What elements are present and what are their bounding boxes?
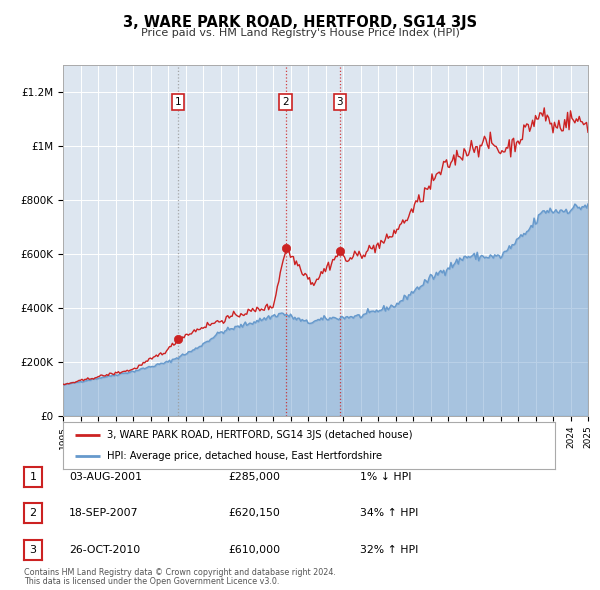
Text: 1: 1 [29,472,37,481]
Text: 18-SEP-2007: 18-SEP-2007 [69,509,139,518]
Text: HPI: Average price, detached house, East Hertfordshire: HPI: Average price, detached house, East… [107,451,382,461]
Text: 34% ↑ HPI: 34% ↑ HPI [360,509,418,518]
Text: This data is licensed under the Open Government Licence v3.0.: This data is licensed under the Open Gov… [24,578,280,586]
Text: 3, WARE PARK ROAD, HERTFORD, SG14 3JS: 3, WARE PARK ROAD, HERTFORD, SG14 3JS [123,15,477,30]
Text: 3, WARE PARK ROAD, HERTFORD, SG14 3JS (detached house): 3, WARE PARK ROAD, HERTFORD, SG14 3JS (d… [107,430,413,440]
Text: Contains HM Land Registry data © Crown copyright and database right 2024.: Contains HM Land Registry data © Crown c… [24,568,336,577]
Text: 2: 2 [282,97,289,107]
Text: 32% ↑ HPI: 32% ↑ HPI [360,545,418,555]
Text: 1% ↓ HPI: 1% ↓ HPI [360,472,412,481]
Text: 3: 3 [29,545,37,555]
Text: 26-OCT-2010: 26-OCT-2010 [69,545,140,555]
Text: £620,150: £620,150 [228,509,280,518]
Text: £610,000: £610,000 [228,545,280,555]
Text: 03-AUG-2001: 03-AUG-2001 [69,472,142,481]
Text: Price paid vs. HM Land Registry's House Price Index (HPI): Price paid vs. HM Land Registry's House … [140,28,460,38]
Text: 3: 3 [337,97,343,107]
Text: £285,000: £285,000 [228,472,280,481]
Text: 2: 2 [29,509,37,518]
Text: 1: 1 [175,97,181,107]
